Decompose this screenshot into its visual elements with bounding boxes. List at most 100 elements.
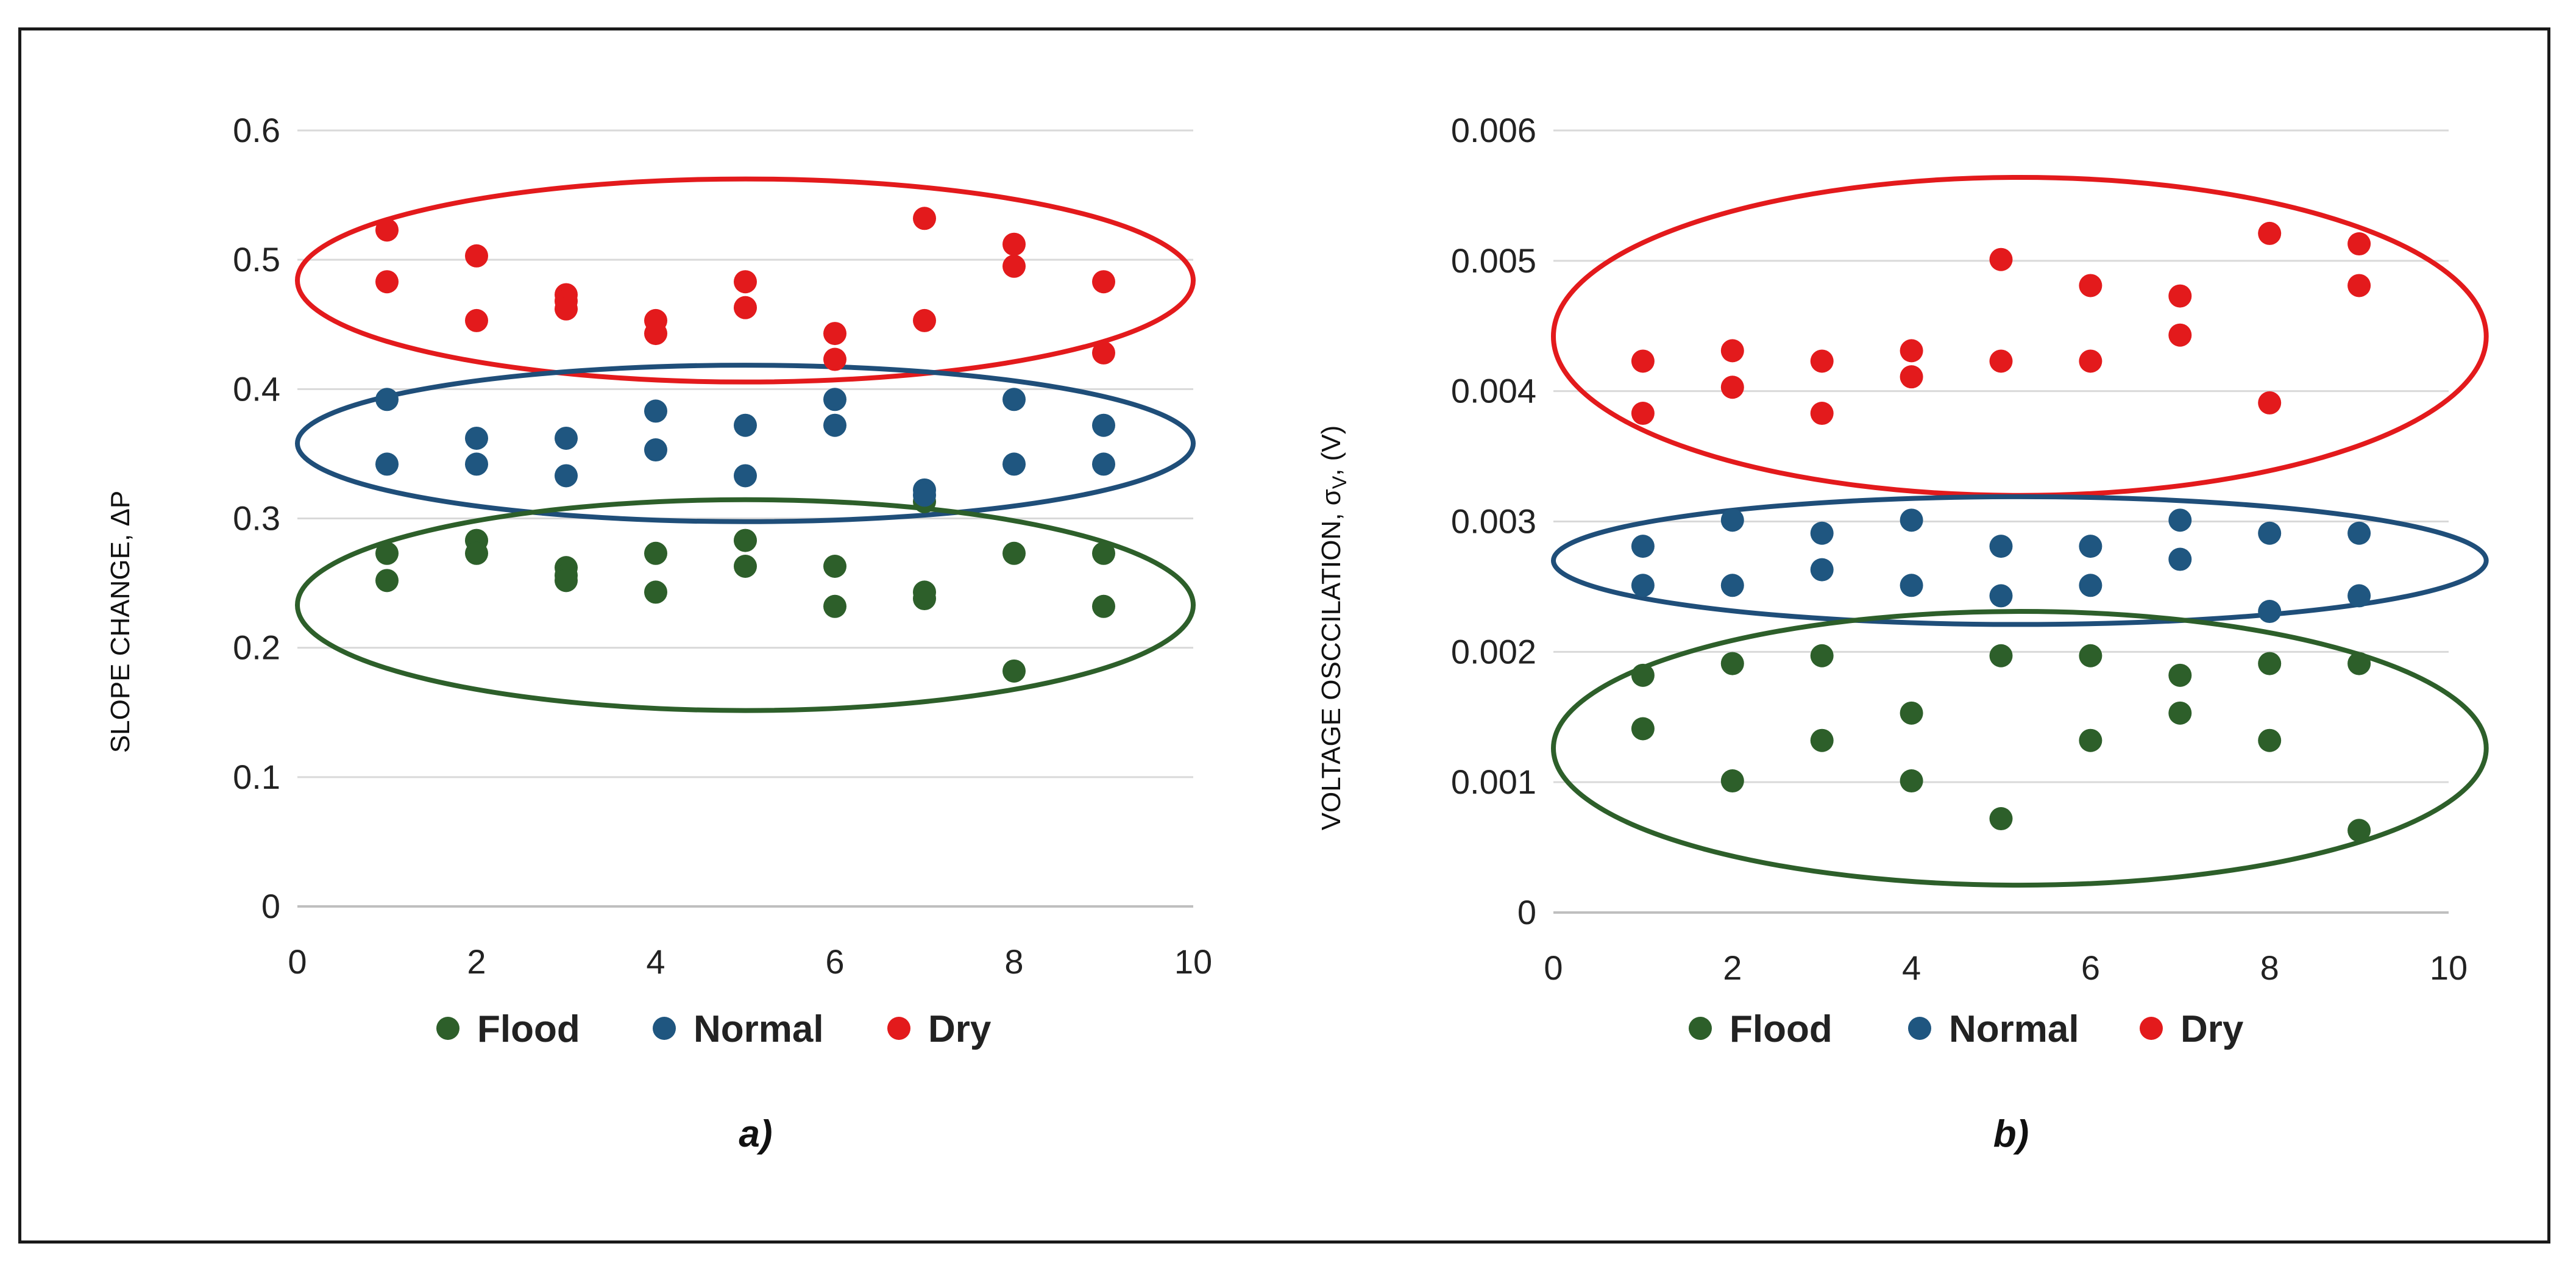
b-point-normal — [2347, 584, 2371, 608]
a-point-normal — [734, 464, 757, 488]
b-point-flood — [1631, 717, 1655, 741]
b-point-flood — [1631, 663, 1655, 687]
b-point-flood — [1989, 807, 2013, 831]
b-x-tick-label: 6 — [2081, 948, 2100, 987]
b-point-normal — [2258, 521, 2282, 545]
b-point-dry — [1810, 349, 1834, 373]
a-ellipse-normal — [295, 363, 1196, 524]
b-point-flood — [2347, 819, 2371, 842]
b-point-normal — [1989, 584, 2013, 608]
a-point-normal — [375, 388, 399, 411]
chart-b-y-axis-label-main: VOLTAGE OSCCILATION, σ — [1316, 489, 1346, 830]
a-y-tick-label: 0.2 — [233, 628, 280, 667]
a-y-tick-label: 0.5 — [233, 240, 280, 279]
a-point-flood — [375, 541, 399, 565]
a-point-normal — [823, 388, 846, 411]
b-point-normal — [1810, 521, 1834, 545]
chart-b-y-axis-label: VOLTAGE OSCCILATION, σV, (V) — [1316, 425, 1350, 831]
chart-a-points — [375, 207, 1115, 683]
a-point-flood — [1002, 541, 1026, 565]
a-point-normal — [913, 483, 936, 507]
a-legend-marker-normal — [653, 1017, 676, 1040]
a-point-flood — [1092, 594, 1115, 618]
b-point-dry — [2347, 232, 2371, 256]
b-point-dry — [2347, 274, 2371, 297]
a-point-normal — [644, 438, 667, 462]
b-legend-label-dry: Dry — [2180, 1008, 2244, 1050]
figure-frame — [18, 27, 2550, 1244]
b-ellipse-flood — [1551, 609, 2489, 888]
b-point-flood — [1989, 644, 2013, 667]
a-point-flood — [734, 528, 757, 552]
b-point-dry — [2079, 349, 2102, 373]
a-point-dry — [375, 270, 399, 294]
a-point-dry — [1092, 270, 1115, 294]
b-legend-marker-dry — [2140, 1017, 2163, 1040]
b-point-dry — [1720, 339, 1744, 363]
a-point-normal — [1002, 452, 1026, 476]
chart-b-gridlines — [1553, 129, 2449, 914]
a-x-tick-label: 4 — [646, 942, 665, 981]
b-legend-label-normal: Normal — [1949, 1008, 2079, 1050]
a-x-tick-label: 10 — [1174, 942, 1212, 981]
chart-b-x-ticks: 0 2 4 6 8 10 — [1544, 948, 2468, 987]
b-point-dry — [1631, 349, 1655, 373]
b-point-dry — [1720, 375, 1744, 399]
b-point-normal — [1989, 535, 2013, 558]
a-point-flood — [823, 594, 846, 618]
b-point-flood — [1900, 769, 1923, 793]
a-point-normal — [465, 426, 488, 450]
a-point-normal — [465, 452, 488, 476]
a-point-dry — [1092, 341, 1115, 365]
chart-a-y-axis-label: SLOPE CHANGE, ΔP — [105, 491, 135, 753]
b-x-tick-label: 4 — [1902, 948, 1921, 987]
a-point-flood — [375, 569, 399, 593]
b-point-dry — [1900, 365, 1923, 389]
b-point-normal — [1720, 574, 1744, 597]
a-legend-label-dry: Dry — [928, 1008, 992, 1050]
chart-a-gridlines — [297, 129, 1193, 908]
a-point-dry — [734, 270, 757, 294]
b-legend-label-flood: Flood — [1730, 1008, 1833, 1050]
b-point-flood — [1720, 769, 1744, 793]
b-x-tick-label: 8 — [2260, 948, 2279, 987]
b-point-normal — [1631, 574, 1655, 597]
a-legend-label-flood: Flood — [477, 1008, 580, 1050]
b-point-normal — [2168, 547, 2192, 571]
a-legend-marker-dry — [887, 1017, 910, 1040]
a-point-flood — [644, 541, 667, 565]
b-point-flood — [2258, 728, 2282, 752]
b-y-tick-label: 0.001 — [1451, 763, 1536, 801]
a-legend-marker-flood — [436, 1017, 459, 1040]
b-point-flood — [2347, 652, 2371, 675]
a-point-flood — [555, 569, 578, 593]
a-point-dry — [465, 308, 488, 332]
chart-b-y-ticks: 0 0.001 0.002 0.003 0.004 0.005 0.006 — [1451, 111, 1536, 931]
b-y-tick-label: 0.003 — [1451, 502, 1536, 541]
a-ellipse-dry — [295, 176, 1196, 385]
b-ellipse-normal — [1551, 494, 2489, 627]
b-point-flood — [2168, 701, 2192, 725]
a-point-flood — [1092, 541, 1115, 565]
b-point-dry — [1989, 349, 2013, 373]
a-point-dry — [1002, 232, 1026, 256]
b-point-flood — [2258, 652, 2282, 675]
b-x-tick-label: 0 — [1544, 948, 1563, 987]
a-ellipse-flood — [295, 497, 1196, 713]
a-x-tick-label: 8 — [1004, 942, 1023, 981]
b-point-normal — [1720, 508, 1744, 532]
b-point-normal — [1631, 535, 1655, 558]
a-point-dry — [913, 207, 936, 230]
b-point-normal — [2258, 600, 2282, 624]
b-point-dry — [1631, 402, 1655, 425]
a-point-normal — [555, 464, 578, 488]
b-point-normal — [1900, 508, 1923, 532]
chart-a-legend: Flood Normal Dry — [436, 1008, 992, 1050]
b-point-dry — [2168, 284, 2192, 308]
b-y-tick-label: 0.006 — [1451, 111, 1536, 149]
a-point-dry — [734, 296, 757, 319]
chart-a-caption: a) — [739, 1113, 772, 1155]
b-point-flood — [2168, 663, 2192, 687]
